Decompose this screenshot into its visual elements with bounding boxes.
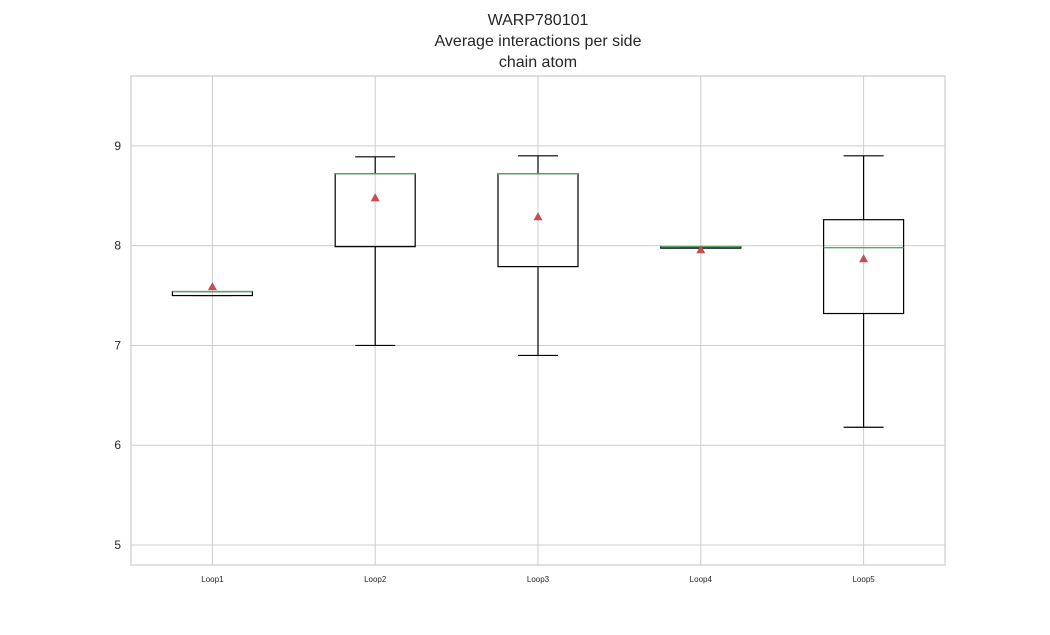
x-tick-label: Loop4 [690,575,713,584]
y-tick-label: 9 [114,139,121,153]
mean-marker [696,245,706,254]
chart-title-line: WARP780101 [488,12,589,29]
x-tick-label: Loop3 [527,575,550,584]
chart-title-line: Average interactions per side [435,33,642,50]
y-tick-label: 6 [114,438,121,452]
mean-marker [370,193,380,202]
chart-title-line: chain atom [499,54,577,71]
y-tick-label: 7 [114,338,121,352]
box [822,219,905,315]
mean-marker [207,282,217,291]
mean-marker [533,212,543,221]
x-tick-label: Loop1 [201,575,224,584]
y-tick-label: 8 [114,239,121,253]
axes-frame [130,75,946,566]
mean-marker [859,254,869,263]
x-tick-label: Loop2 [364,575,387,584]
x-tick-label: Loop5 [852,575,875,584]
y-tick-label: 5 [114,538,121,552]
